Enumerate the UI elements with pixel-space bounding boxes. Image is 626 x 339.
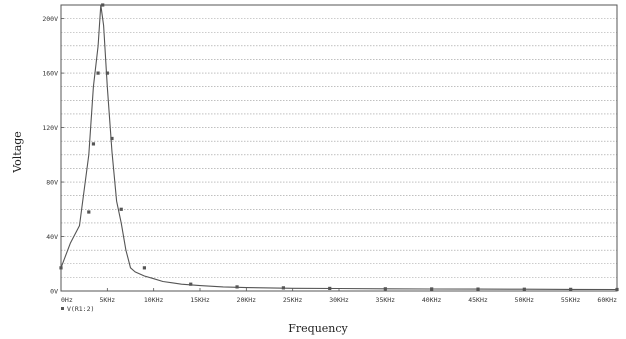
- data-point: [110, 136, 114, 141]
- legend: V(R1:2): [61, 305, 94, 313]
- x-tick-label: 10KHz: [144, 296, 164, 304]
- legend-marker: [61, 307, 64, 310]
- y-tick-label: 120V: [42, 124, 58, 132]
- x-axis-ticks: 0Hz 5KHz 10KHz 15KHz 20KHz 25KHz 30KHz 35KHz 40K…: [60, 288, 618, 304]
- y-tick-label: 80V: [46, 179, 58, 187]
- data-point: [101, 3, 105, 7]
- data-point: [615, 287, 619, 292]
- x-tick-label: 20KHz: [237, 296, 257, 304]
- series: [59, 3, 619, 292]
- data-point: [105, 71, 109, 75]
- data-point: [142, 266, 146, 270]
- data-point: [96, 71, 100, 75]
- data-point: [281, 286, 285, 290]
- y-axis-ticks: 0V 40V 80V 120V 160V 200V: [42, 15, 64, 296]
- data-point: [87, 210, 91, 214]
- data-point: [119, 207, 123, 211]
- data-point: [383, 287, 387, 291]
- x-tick-label: 45KHz: [468, 296, 488, 304]
- data-point: [235, 285, 239, 289]
- data-point: [59, 266, 63, 270]
- legend-text: V(R1:2): [67, 305, 94, 313]
- x-tick-label: 25KHz: [283, 296, 303, 304]
- data-point: [476, 287, 480, 291]
- x-tick-label: 0Hz: [61, 296, 73, 304]
- data-point: [569, 287, 573, 291]
- x-tick-label: 15KHz: [190, 296, 210, 304]
- data-point: [189, 282, 193, 286]
- x-axis-title: Frequency: [288, 322, 348, 335]
- y-tick-label: 40V: [46, 233, 58, 241]
- data-point: [522, 287, 526, 291]
- y-tick-label: 160V: [42, 70, 58, 78]
- x-tick-label: 60KHz: [597, 296, 617, 304]
- x-tick-label: 30KHz: [329, 296, 349, 304]
- y-tick-label: 200V: [42, 15, 58, 23]
- x-tick-label: 50KHz: [515, 296, 535, 304]
- data-point: [328, 286, 332, 291]
- data-point: [430, 287, 434, 291]
- x-tick-label: 55KHz: [561, 296, 581, 304]
- data-point: [91, 142, 96, 146]
- x-tick-label: 35KHz: [376, 296, 396, 304]
- y-tick-label: 0V: [50, 288, 58, 296]
- y-axis-title: Voltage: [11, 131, 24, 174]
- x-tick-label: 40KHz: [422, 296, 442, 304]
- x-tick-label: 5KHz: [100, 296, 116, 304]
